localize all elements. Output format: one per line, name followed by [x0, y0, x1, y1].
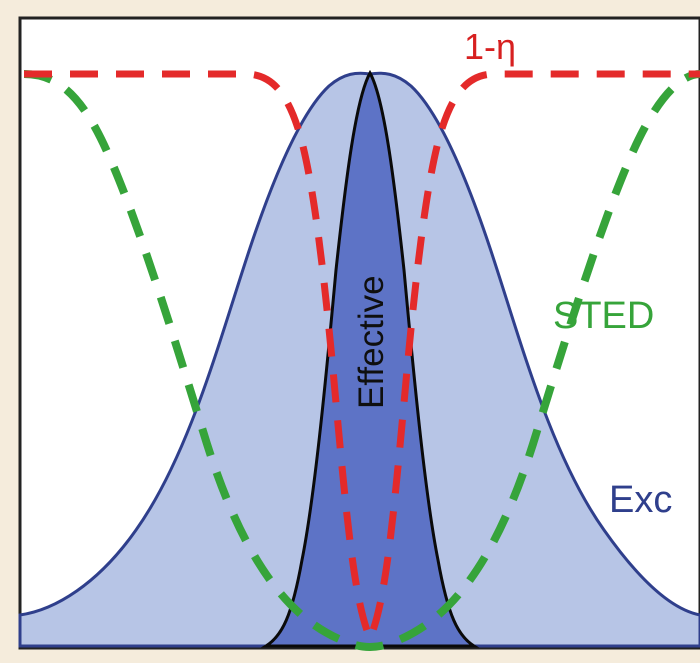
- one-minus-eta-dashed-curve: [24, 70, 700, 647]
- effective-label: Effective: [352, 275, 391, 409]
- sted-dashed-curve: [23, 70, 700, 652]
- effective-curve: [260, 69, 480, 648]
- sted-label: STED: [553, 295, 654, 337]
- one-minus-eta-label: 1-η: [464, 26, 516, 67]
- exc-label: Exc: [609, 479, 672, 521]
